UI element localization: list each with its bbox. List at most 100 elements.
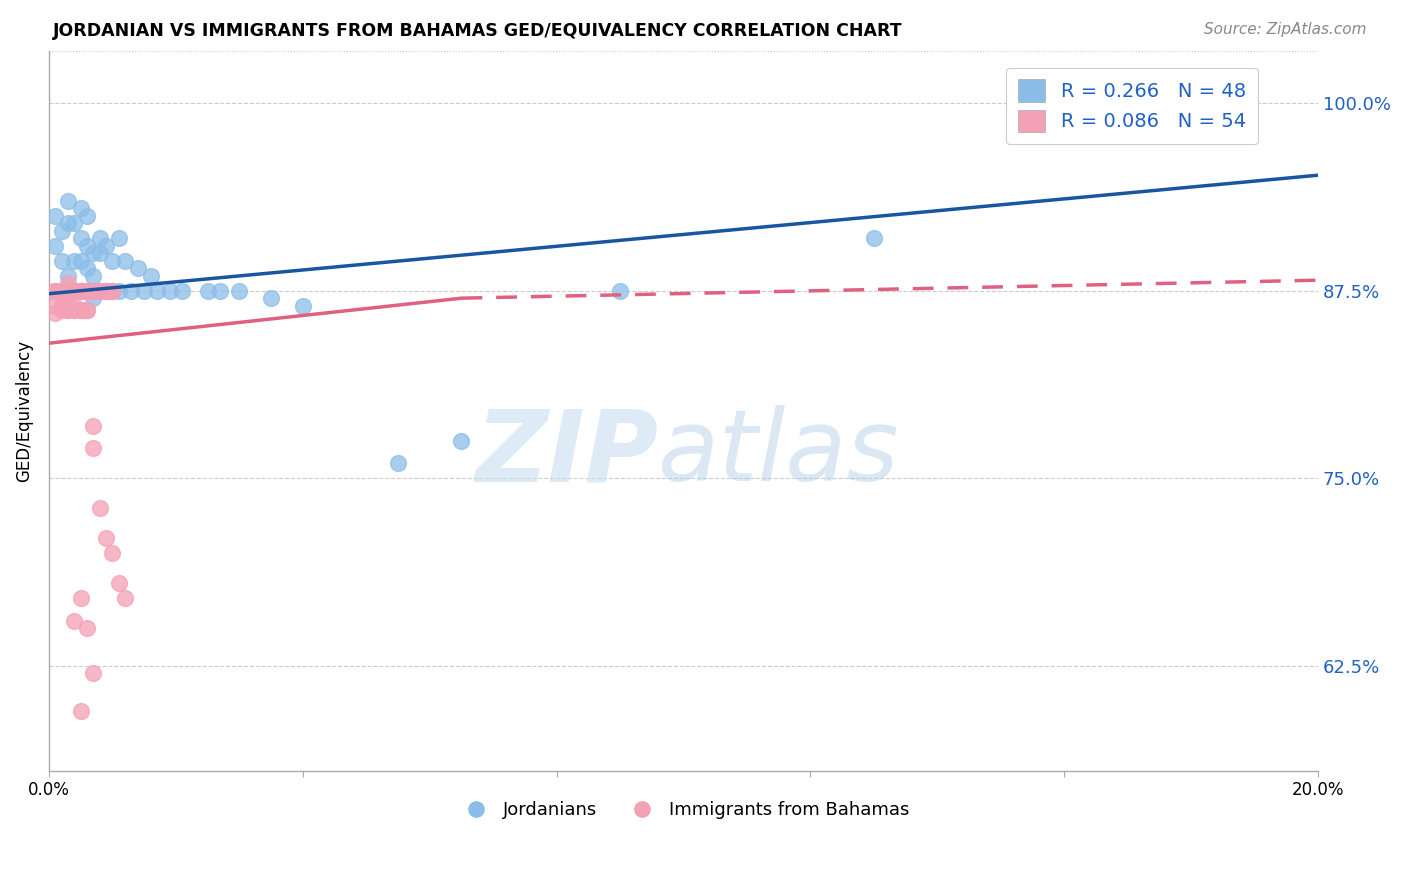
Point (76, 284, 98, 298)
Point (44, 284, 66, 298)
Point (51, 299, 73, 313)
Point (114, 253, 136, 268)
Point (94, 531, 117, 545)
Point (69, 284, 91, 298)
Point (82, 666, 104, 681)
Point (107, 231, 129, 245)
Point (94, 238, 117, 252)
Point (51, 224, 73, 238)
Point (69, 201, 91, 215)
Point (101, 284, 124, 298)
Point (1212, 96, 1234, 111)
Point (56, 216, 79, 230)
Point (76, 284, 98, 298)
Point (56, 299, 79, 313)
Point (101, 546, 124, 560)
Point (107, 576, 129, 591)
Point (159, 284, 181, 298)
Point (76, 303, 98, 318)
Point (114, 591, 136, 606)
Point (56, 194, 79, 208)
Point (69, 284, 91, 298)
Point (51, 303, 73, 318)
Point (101, 253, 124, 268)
Point (51, 299, 73, 313)
Point (172, 284, 194, 298)
Legend: Jordanians, Immigrants from Bahamas: Jordanians, Immigrants from Bahamas (450, 794, 917, 827)
Point (82, 268, 104, 283)
Point (56, 268, 79, 283)
Point (69, 303, 91, 318)
Y-axis label: GED/Equivalency: GED/Equivalency (15, 340, 32, 482)
Point (56, 303, 79, 318)
Point (51, 253, 73, 268)
Point (82, 284, 104, 298)
Point (89, 284, 111, 298)
Point (89, 284, 111, 298)
Point (69, 303, 91, 318)
Point (69, 284, 91, 298)
Point (209, 284, 232, 298)
Point (44, 284, 66, 298)
Point (82, 246, 104, 260)
Point (69, 303, 91, 318)
Point (94, 284, 117, 298)
Text: atlas: atlas (658, 405, 900, 502)
Point (63, 614, 86, 628)
Point (89, 284, 111, 298)
Point (56, 284, 79, 298)
Point (134, 284, 156, 298)
Point (82, 418, 104, 433)
Point (56, 301, 79, 316)
Point (63, 303, 86, 318)
Point (44, 238, 66, 252)
Point (89, 246, 111, 260)
Point (63, 284, 86, 298)
Point (228, 284, 250, 298)
Point (63, 303, 86, 318)
Point (94, 284, 117, 298)
Point (260, 291, 283, 305)
Point (82, 291, 104, 305)
Point (51, 284, 73, 298)
Point (51, 284, 73, 298)
Point (63, 284, 86, 298)
Point (69, 704, 91, 718)
Point (69, 231, 91, 245)
Point (76, 621, 98, 635)
Point (127, 261, 149, 276)
Point (291, 299, 314, 313)
Point (89, 231, 111, 245)
Point (51, 284, 73, 298)
Point (863, 231, 886, 245)
Point (69, 253, 91, 268)
Point (44, 209, 66, 223)
Point (63, 284, 86, 298)
Point (76, 261, 98, 276)
Point (121, 284, 143, 298)
Point (63, 216, 86, 230)
Point (450, 434, 472, 448)
Point (44, 306, 66, 320)
Point (94, 284, 117, 298)
Point (44, 284, 66, 298)
Point (56, 303, 79, 318)
Point (101, 284, 124, 298)
Point (76, 284, 98, 298)
Point (63, 299, 86, 313)
Point (51, 284, 73, 298)
Point (56, 284, 79, 298)
Point (69, 591, 91, 606)
Point (76, 284, 98, 298)
Point (63, 253, 86, 268)
Point (139, 268, 162, 283)
Text: JORDANIAN VS IMMIGRANTS FROM BAHAMAS GED/EQUIVALENCY CORRELATION CHART: JORDANIAN VS IMMIGRANTS FROM BAHAMAS GED… (53, 22, 903, 40)
Point (82, 284, 104, 298)
Point (89, 501, 111, 516)
Point (63, 284, 86, 298)
Point (101, 284, 124, 298)
Point (107, 284, 129, 298)
Point (63, 301, 86, 316)
Point (69, 284, 91, 298)
Point (44, 299, 66, 313)
